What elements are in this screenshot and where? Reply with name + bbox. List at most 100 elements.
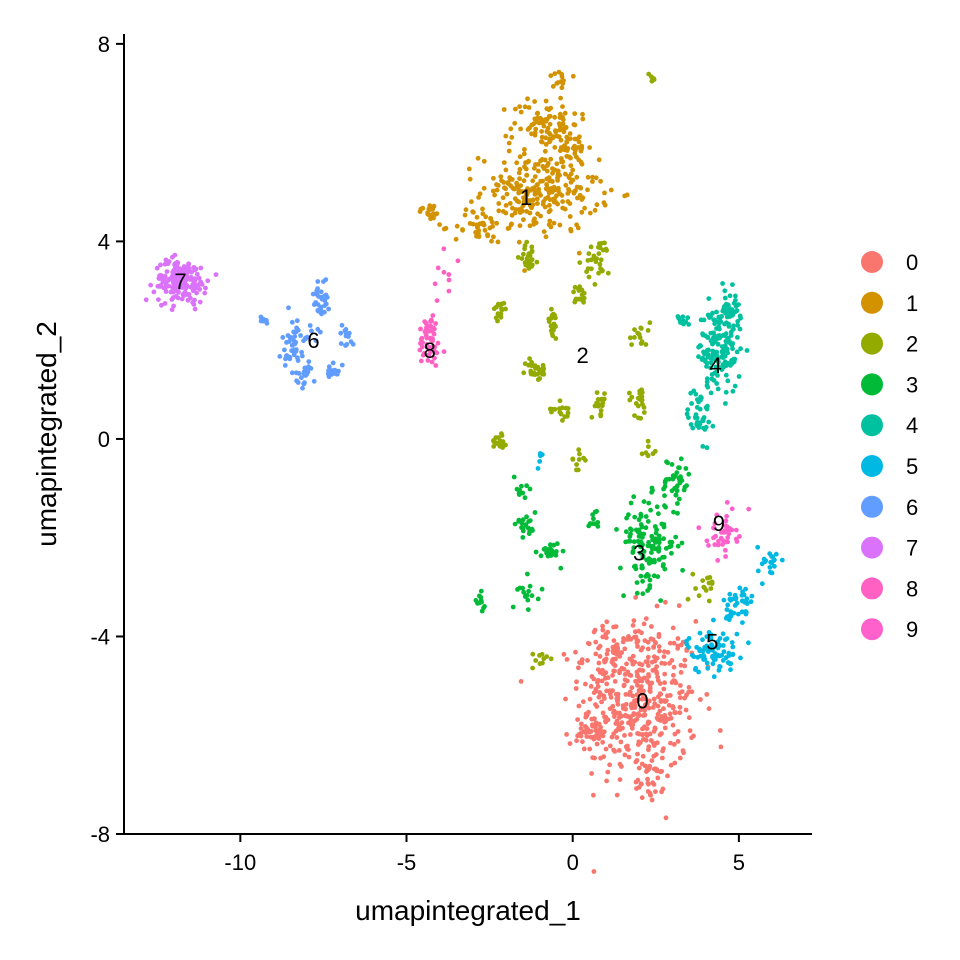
point-cluster-3 [520,490,526,496]
point-cluster-0 [596,645,601,651]
point-cluster-1 [490,188,496,194]
point-cluster-1 [488,216,493,221]
point-cluster-0 [581,746,587,752]
point-cluster-3 [683,466,689,471]
point-cluster-1 [524,172,529,178]
point-cluster-2 [643,342,649,347]
point-cluster-5 [749,593,755,599]
point-cluster-7 [181,264,187,269]
point-cluster-1 [536,168,541,174]
point-cluster-1 [509,212,515,218]
point-cluster-1 [483,214,489,220]
point-cluster-0 [651,782,657,787]
point-cluster-3 [651,573,657,579]
point-cluster-0 [643,696,649,702]
point-cluster-5 [740,620,745,625]
point-cluster-1 [602,190,607,196]
point-cluster-0 [646,719,651,725]
point-cluster-0 [646,747,651,753]
point-cluster-0 [610,648,616,654]
point-cluster-1 [535,201,540,206]
point-cluster-0 [675,643,681,649]
point-cluster-2 [700,578,706,583]
point-cluster-4 [705,334,711,340]
point-cluster-5 [711,657,717,663]
point-cluster-4 [685,407,691,413]
point-cluster-2 [529,363,534,369]
point-cluster-6 [282,347,287,353]
point-cluster-2 [640,401,645,407]
point-cluster-0 [675,729,681,734]
point-cluster-4 [698,343,703,349]
point-cluster-1 [481,158,487,164]
point-cluster-0 [691,733,696,739]
point-cluster-0 [718,744,724,750]
point-cluster-6 [326,364,332,370]
point-cluster-2 [524,239,530,245]
point-cluster-0 [607,706,613,712]
point-cluster-5 [767,565,773,570]
point-cluster-2 [598,257,604,263]
point-cluster-0 [655,674,660,680]
point-cluster-0 [652,726,658,732]
point-cluster-0 [591,736,597,742]
point-cluster-3 [527,486,533,492]
point-cluster-2 [709,579,715,585]
point-cluster-3 [522,495,528,501]
point-cluster-3 [669,488,675,494]
point-cluster-3 [510,604,516,610]
point-cluster-0 [621,636,626,641]
point-cluster-0 [644,769,649,774]
point-cluster-1 [546,114,552,119]
point-cluster-2 [541,656,547,662]
y-tick-label: 0 [98,427,110,452]
point-cluster-0 [588,684,594,689]
point-cluster-9 [711,535,716,541]
point-cluster-4 [686,415,691,420]
point-cluster-4 [708,390,714,396]
point-cluster-7 [213,272,219,277]
point-cluster-7 [186,261,192,267]
point-cluster-4 [706,354,711,360]
point-cluster-1 [475,155,481,161]
point-cluster-2 [493,435,499,440]
point-cluster-0 [603,635,609,641]
point-cluster-1 [546,222,552,228]
point-cluster-0 [648,636,654,642]
point-cluster-2 [503,306,508,312]
point-cluster-6 [324,294,330,300]
point-cluster-3 [618,565,623,571]
point-cluster-5 [728,661,734,666]
point-cluster-1 [514,160,520,166]
point-cluster-4 [734,349,740,355]
point-cluster-7 [196,275,202,281]
point-cluster-3 [560,548,566,554]
point-cluster-7 [197,299,203,305]
point-cluster-0 [632,659,638,665]
point-cluster-1 [547,121,553,127]
point-cluster-1 [580,116,586,122]
point-cluster-4 [712,321,718,327]
point-cluster-4 [704,406,710,412]
point-cluster-3 [656,548,661,554]
point-cluster-7 [182,281,188,287]
point-cluster-6 [322,303,327,309]
point-cluster-0 [599,732,605,737]
point-cluster-5 [715,639,721,645]
point-cluster-3 [640,591,646,597]
point-cluster-6 [298,333,303,338]
point-cluster-1 [568,136,573,142]
point-cluster-7 [171,303,177,309]
point-cluster-0 [680,748,686,753]
point-cluster-0 [636,713,642,718]
point-cluster-1 [598,178,603,184]
point-cluster-8 [419,344,425,350]
point-cluster-2 [549,306,554,312]
point-cluster-1 [543,142,549,147]
point-cluster-1 [552,114,558,120]
point-cluster-0 [617,777,623,782]
point-cluster-6 [313,338,319,343]
point-cluster-4 [689,401,694,406]
point-cluster-8 [446,277,452,283]
point-cluster-2 [562,414,568,420]
